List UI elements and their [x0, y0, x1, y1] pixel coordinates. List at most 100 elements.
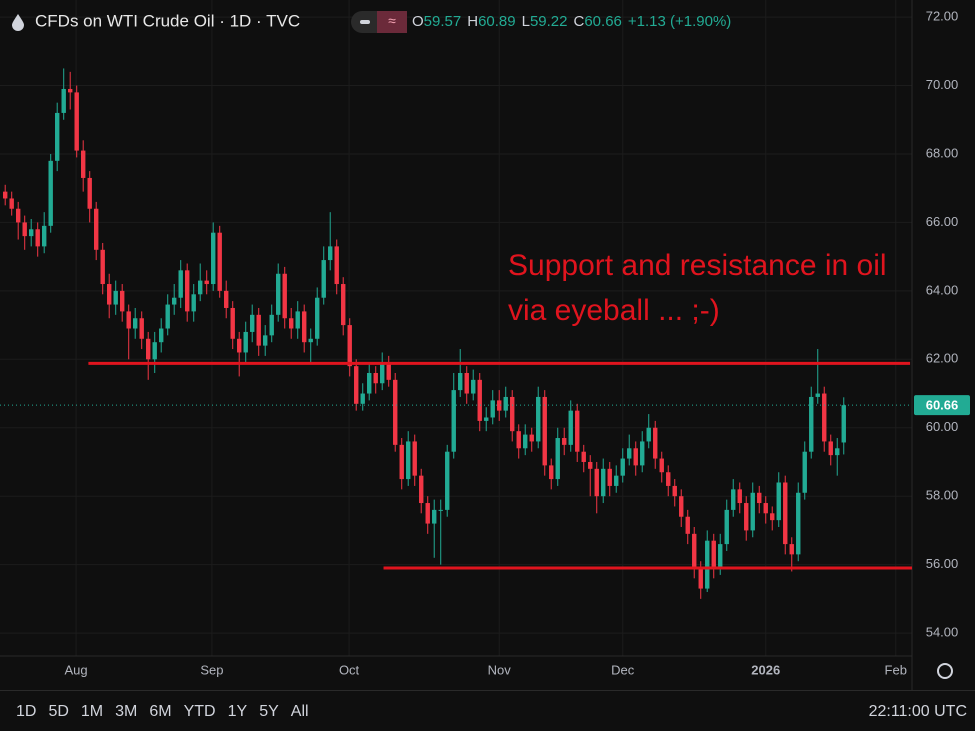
candle-body — [16, 208, 21, 223]
candle-body — [471, 379, 476, 394]
candle-body — [237, 338, 242, 353]
range-button[interactable]: 1D — [16, 703, 37, 720]
candle-body — [562, 438, 567, 445]
candle-body — [204, 280, 209, 285]
candle-body — [81, 150, 86, 178]
change-label: +1.13 (+1.90%) — [628, 13, 731, 30]
x-tick-label: Aug — [64, 662, 87, 677]
candle-body — [419, 475, 424, 504]
ohlc-key: C — [574, 13, 585, 30]
candle-body — [3, 191, 8, 199]
range-button[interactable]: 5Y — [259, 703, 279, 720]
y-tick-label: 66.00 — [926, 214, 959, 229]
y-tick-label: 72.00 — [926, 9, 959, 24]
candle-body — [822, 393, 827, 442]
toolbar: 1D 5D 1M 3M 6M YTD 1Y 5Y All 22:11:00 UTC — [0, 690, 975, 731]
candle-body — [828, 441, 833, 456]
candle-body — [438, 509, 443, 511]
last-price-box — [914, 395, 970, 416]
toggle-icon: ≈ — [388, 13, 396, 29]
toggle-icon[interactable] — [377, 11, 407, 33]
candle-body — [113, 290, 118, 305]
background — [0, 0, 975, 690]
candle-body — [783, 482, 788, 545]
range-button[interactable]: 1Y — [227, 703, 248, 720]
last-price-label: 60.66 — [926, 398, 959, 413]
toggle-icon — [360, 20, 370, 24]
candle-body — [523, 434, 528, 449]
symbol-icon — [12, 14, 24, 31]
clock: 22:11:00 UTC — [868, 703, 967, 720]
candle-body — [802, 451, 807, 493]
candle-body — [172, 297, 177, 305]
candle-body — [412, 441, 417, 476]
candle-body — [789, 544, 794, 555]
candle-body — [152, 342, 157, 360]
candle-body — [334, 246, 339, 285]
candle-body — [341, 284, 346, 326]
candle-body — [250, 314, 255, 332]
ohlc-value: 59.57 — [424, 13, 462, 30]
candle-body — [61, 88, 66, 113]
y-tick-label: 58.00 — [926, 488, 959, 503]
range-button[interactable]: 5D — [48, 703, 69, 720]
candle-body — [29, 229, 34, 237]
candle-body — [107, 284, 112, 305]
candle-body — [328, 246, 333, 261]
candle-body — [373, 372, 378, 384]
y-tick-label: 68.00 — [926, 145, 959, 160]
candle-body — [432, 509, 437, 524]
candle-body — [692, 533, 697, 569]
candle-body — [48, 160, 53, 226]
candle-body — [87, 177, 92, 209]
y-tick-label: 70.00 — [926, 77, 959, 92]
candle-body — [302, 311, 307, 343]
range-button[interactable]: All — [290, 703, 309, 720]
range-button[interactable]: YTD — [183, 703, 216, 720]
ohlc-key: L — [522, 13, 530, 30]
candle-body — [139, 318, 144, 339]
candle-body — [367, 372, 372, 394]
candle-body — [510, 396, 515, 432]
candle-body — [354, 366, 359, 404]
candle-body — [458, 372, 463, 391]
candle-body — [724, 509, 729, 545]
chart: Support and resistance in oil via eyeball… — [0, 0, 975, 690]
candle-body — [497, 400, 502, 411]
annotation: via eyeball ... ;-) — [508, 294, 720, 327]
candle-body — [185, 270, 190, 312]
candle-body — [198, 280, 203, 295]
candle-body — [763, 503, 768, 514]
candle-body — [542, 396, 547, 466]
candle-body — [601, 468, 606, 497]
candle-body — [835, 448, 840, 456]
settings-icon[interactable] — [937, 663, 953, 679]
candle-body — [55, 112, 60, 161]
range-button[interactable]: 1M — [80, 703, 104, 720]
candle-body — [217, 232, 222, 291]
candle-body — [815, 393, 820, 397]
x-tick-label: Feb — [885, 662, 907, 677]
candle-body — [536, 396, 541, 442]
candle-body — [770, 513, 775, 521]
candle-body — [757, 492, 762, 504]
candle-body — [809, 396, 814, 452]
candle-body — [282, 273, 287, 319]
candle-body — [549, 465, 554, 480]
y-tick-label: 56.00 — [926, 556, 959, 571]
range-button[interactable]: 6M — [149, 703, 172, 720]
ohlc-key: H — [467, 13, 478, 30]
candle-body — [614, 475, 619, 486]
candle-body — [42, 225, 47, 247]
candle-body — [484, 417, 489, 421]
candle-body — [698, 568, 703, 589]
range-button[interactable]: 3M — [115, 703, 138, 720]
x-tick-label: Oct — [339, 662, 360, 677]
candles — [3, 68, 846, 599]
candle-body — [640, 441, 645, 466]
y-tick-label: 62.00 — [926, 351, 959, 366]
candle-body — [406, 441, 411, 480]
candle-body — [529, 434, 534, 442]
candle-body — [315, 297, 320, 339]
